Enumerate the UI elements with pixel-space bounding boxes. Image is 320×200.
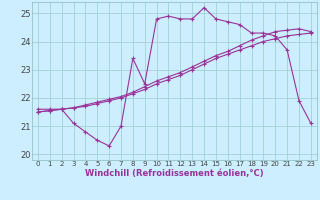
X-axis label: Windchill (Refroidissement éolien,°C): Windchill (Refroidissement éolien,°C) — [85, 169, 264, 178]
